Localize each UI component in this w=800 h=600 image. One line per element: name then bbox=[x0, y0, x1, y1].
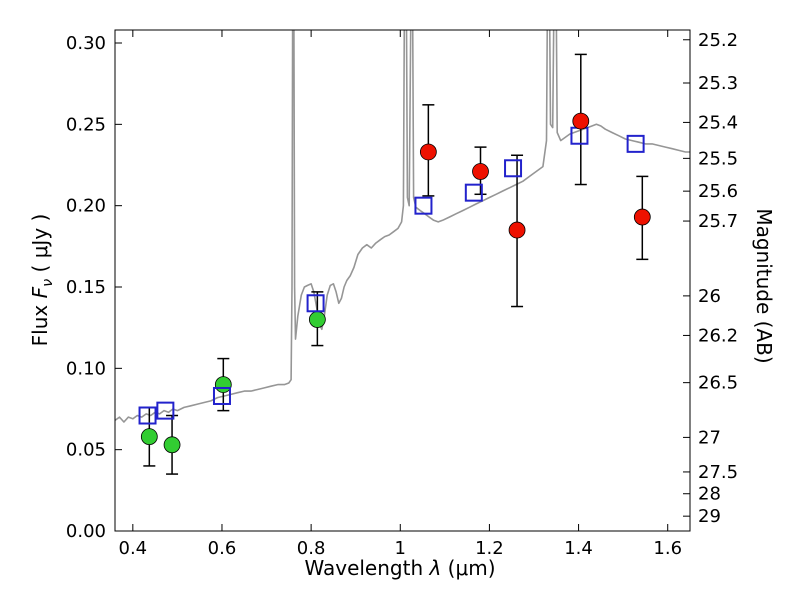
y-axis-left-symbol: F bbox=[27, 286, 52, 299]
y-axis-left-subscript: ν bbox=[40, 278, 57, 287]
tick-label: 0.05 bbox=[66, 440, 106, 461]
tick-label: 27 bbox=[698, 427, 721, 448]
error-bars bbox=[143, 53, 649, 475]
tick-label: 25.3 bbox=[698, 73, 738, 94]
tick-label: 0.4 bbox=[119, 538, 148, 559]
tick-label: 27.5 bbox=[698, 462, 738, 483]
observed-points-green bbox=[140, 311, 326, 454]
tick-label: 25.4 bbox=[698, 112, 738, 133]
tick-label: 0.00 bbox=[66, 521, 106, 542]
tick-label: 25.5 bbox=[698, 148, 738, 169]
tick-label: 0.8 bbox=[297, 538, 326, 559]
spectrum-line bbox=[115, 30, 690, 423]
tick-label: 29 bbox=[698, 506, 721, 527]
tick-label: 26 bbox=[698, 286, 721, 307]
y-axis-left-prefix: Flux bbox=[27, 298, 52, 347]
plot-border bbox=[114, 29, 691, 532]
observed-points-red bbox=[419, 112, 651, 239]
tick-label: 0.30 bbox=[66, 33, 106, 54]
x-axis-label-prefix: Wavelength bbox=[304, 556, 430, 580]
tick-label: 0.20 bbox=[66, 196, 106, 217]
x-axis-label-suffix: (μm) bbox=[441, 556, 496, 580]
tick-label: 25.2 bbox=[698, 30, 738, 51]
x-axis-label-symbol: λ bbox=[429, 556, 442, 580]
model-photometry-squares bbox=[138, 126, 645, 425]
tick-label: 26.5 bbox=[698, 373, 738, 394]
y-axis-label-right: Magnitude (AB) bbox=[752, 208, 776, 363]
axis-tick-labels: 0.4 0.6 0.8 1 1.2 1.4 1.6 0.00 0.05 0.10 0.15 0.20 0… bbox=[66, 30, 738, 559]
tick-label: 0.10 bbox=[66, 358, 106, 379]
y-axis-label-left: Flux Fν ( μJy ) bbox=[28, 214, 56, 347]
x-axis-label: Wavelength λ (μm) bbox=[0, 556, 800, 580]
tick-label: 28 bbox=[698, 484, 721, 505]
y-axis-right-text: Magnitude (AB) bbox=[752, 208, 776, 364]
tick-label: 1.6 bbox=[653, 538, 682, 559]
y-axis-left-suffix: ( μJy ) bbox=[27, 213, 52, 279]
tick-label: 0.25 bbox=[66, 114, 106, 135]
tick-label: 26.2 bbox=[698, 325, 738, 346]
tick-label: 1.2 bbox=[475, 538, 504, 559]
tick-label: 0.6 bbox=[208, 538, 237, 559]
axis-ticks bbox=[115, 30, 690, 532]
tick-label: 1.4 bbox=[564, 538, 593, 559]
tick-label: 1 bbox=[395, 538, 406, 559]
tick-label: 0.15 bbox=[66, 277, 106, 298]
tick-label: 25.7 bbox=[698, 211, 738, 232]
tick-label: 25.6 bbox=[698, 181, 738, 202]
